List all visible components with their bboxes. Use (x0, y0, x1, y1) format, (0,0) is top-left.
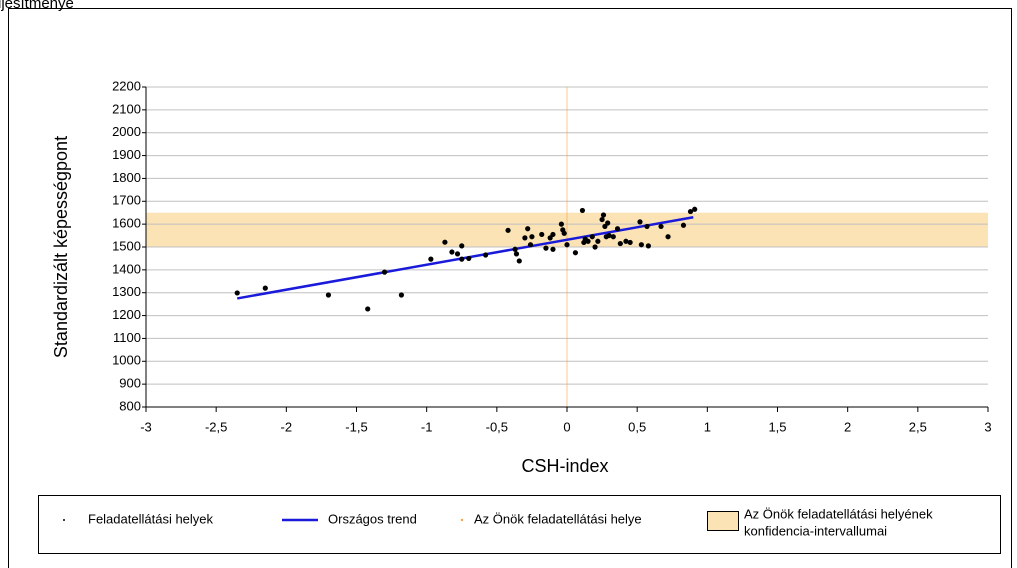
y-tick-label: 1200 (112, 307, 141, 322)
data-point (398, 292, 405, 298)
data-point (687, 208, 694, 215)
data-point (522, 235, 528, 241)
frame (8, 8, 1012, 568)
data-point (579, 207, 586, 214)
x-tick-label: -2 (281, 419, 293, 434)
data-point (459, 243, 465, 249)
data-point (516, 258, 522, 264)
y-tick-label: 2100 (112, 101, 141, 116)
legend-label: Az Önök feladatellátási helyének (744, 506, 933, 521)
data-point (561, 230, 567, 236)
data-point (512, 246, 518, 252)
data-point (572, 250, 579, 256)
y-tick-label: 1600 (112, 216, 141, 231)
legend-marker (707, 511, 739, 531)
data-point (614, 226, 621, 232)
x-tick-label: 1,5 (768, 419, 786, 434)
x-tick-label: -2,5 (205, 419, 227, 434)
data-point (617, 240, 623, 247)
x-tick-label: -0,5 (486, 419, 508, 434)
data-point (585, 238, 591, 244)
legend-label: konfidencia-intervallumai (744, 523, 887, 538)
y-tick-label: 1300 (112, 284, 141, 299)
legend-marker (63, 519, 65, 521)
data-point (599, 216, 605, 223)
data-point (513, 251, 520, 257)
x-tick-label: 2 (844, 419, 851, 434)
data-point (381, 269, 388, 275)
x-tick-label: -1,5 (345, 419, 367, 434)
y-tick-label: 1800 (112, 170, 141, 185)
legend (38, 495, 1001, 554)
y-tick-label: 2200 (112, 78, 141, 93)
data-point (692, 206, 698, 212)
data-point (637, 219, 643, 225)
data-point (483, 252, 489, 258)
legend-label: Országos trend (328, 511, 417, 526)
data-point (525, 226, 531, 232)
data-point (539, 231, 545, 238)
data-point (466, 255, 472, 262)
data-point (558, 221, 564, 227)
x-tick-label: 3 (984, 419, 991, 434)
data-point (610, 234, 616, 240)
y-tick-label: 1100 (113, 330, 141, 345)
data-point (547, 235, 553, 241)
y-tick-label: 900 (119, 376, 141, 391)
data-point (595, 238, 601, 244)
data-point (550, 231, 556, 238)
data-point (365, 306, 371, 312)
x-tick-label: 0,5 (628, 419, 646, 434)
x-tick-label: -3 (140, 419, 152, 434)
y-tick-label: 1400 (112, 261, 141, 276)
header-fragment: ljesítménye (0, 0, 74, 12)
y-tick-label: 1500 (112, 238, 141, 253)
data-point (564, 242, 570, 248)
y-tick-label: 1700 (112, 193, 141, 208)
data-point (644, 223, 650, 230)
data-point (262, 285, 268, 291)
y-tick-label: 1000 (112, 353, 141, 368)
data-point (592, 244, 598, 250)
data-point (645, 243, 651, 249)
data-point (449, 249, 455, 255)
data-point (589, 234, 595, 240)
x-axis-label: CSH-index (521, 456, 608, 476)
data-point (550, 246, 556, 252)
legend-label: Az Önök feladatellátási helye (474, 511, 642, 526)
data-point (627, 239, 633, 246)
data-point (543, 245, 549, 251)
x-tick-label: 1 (704, 419, 711, 434)
data-point (602, 223, 608, 230)
data-point (606, 232, 612, 239)
x-tick-label: 2,5 (909, 419, 927, 434)
data-point (605, 220, 611, 226)
data-point (234, 290, 240, 296)
y-axis-label: Standardizált képességpont (51, 136, 71, 358)
x-tick-label: -1 (421, 419, 433, 434)
legend-marker (460, 518, 464, 522)
data-point (454, 251, 461, 257)
data-point (442, 239, 448, 245)
data-point (680, 222, 687, 228)
data-point (505, 227, 511, 233)
data-point (529, 234, 535, 240)
data-point (527, 242, 534, 248)
data-point (658, 223, 664, 230)
data-point (459, 256, 465, 262)
x-tick-label: 0 (563, 419, 570, 434)
y-tick-label: 1900 (112, 147, 141, 162)
legend-label: Feladatellátási helyek (88, 511, 214, 526)
data-point (325, 292, 332, 298)
data-point (638, 242, 644, 248)
data-point (428, 256, 434, 262)
y-tick-label: 800 (119, 398, 141, 413)
data-point (665, 234, 671, 240)
y-tick-label: 2000 (112, 124, 141, 139)
data-point (600, 212, 607, 218)
data-point (623, 238, 629, 244)
